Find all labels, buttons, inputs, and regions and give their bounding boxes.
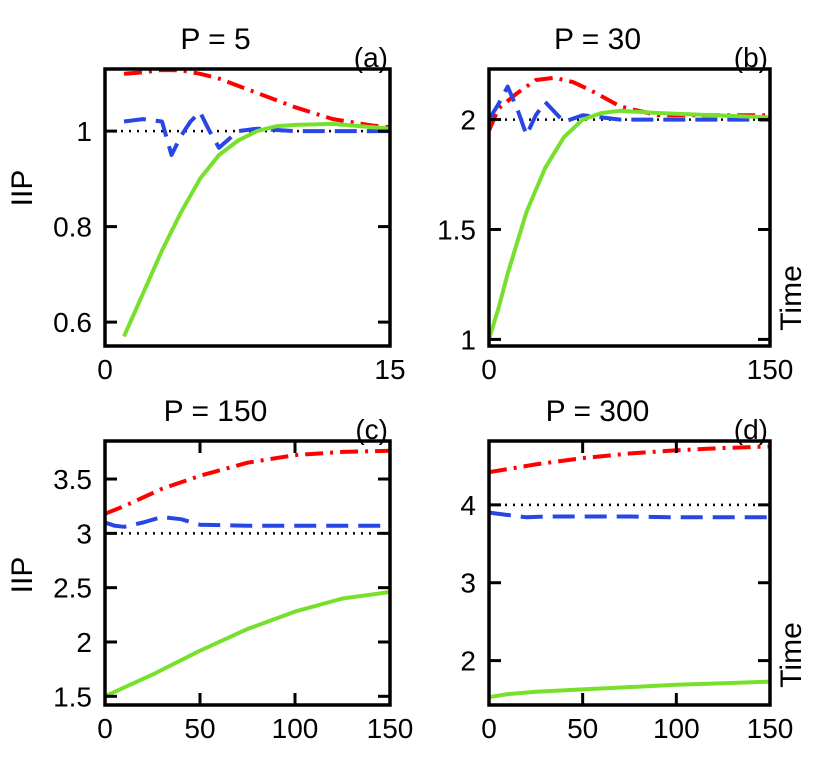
panel-title: P = 5 (180, 23, 250, 56)
panel-tag: (c) (355, 414, 388, 445)
axes-frame (103, 67, 392, 348)
panel-title: P = 150 (164, 395, 268, 428)
panels: 0 15 0.6 0.8 1 P = 5 (a) 0 150 1 1.5 2 P = 30 (b) 0 50 1… (53, 23, 793, 744)
y-tick-label: 2 (460, 646, 476, 677)
x-tick-label: 0 (97, 713, 113, 744)
x-tick-label: 150 (747, 354, 794, 385)
series-blue-dashed (105, 515, 390, 529)
panel-title: P = 300 (546, 395, 650, 428)
y-tick-label: 1 (460, 324, 476, 355)
y-tick-label: 1 (76, 116, 92, 147)
x-tick-label: 0 (481, 713, 497, 744)
series-blue-dashed (123, 110, 390, 157)
y-tick-label: 2.5 (53, 573, 92, 604)
panel-tag: (b) (734, 42, 768, 73)
panel-tag: (a) (354, 42, 388, 73)
ylabel-bottom: IIP (6, 557, 39, 594)
y-tick-label: 3 (76, 518, 92, 549)
x-tick-label: 100 (653, 713, 700, 744)
y-tick-label: 1.5 (53, 681, 92, 712)
axes-frame (487, 67, 772, 348)
x-tick-label: 0 (97, 354, 113, 385)
x-tick-label: 15 (374, 354, 405, 385)
series-green-solid (105, 590, 390, 699)
panel-a: 0 15 0.6 0.8 1 P = 5 (a) (53, 23, 406, 385)
x-tick-label: 50 (184, 713, 215, 744)
y-tick-label: 1.5 (437, 214, 476, 245)
y-tick-label: 3.5 (53, 464, 92, 495)
y-tick-label: 3 (460, 568, 476, 599)
axes-frame (103, 439, 392, 707)
x-tick-label: 100 (272, 713, 319, 744)
ylabel-top: IIP (6, 170, 39, 207)
y-tick-label: 2 (460, 105, 476, 136)
xlabel-top: Time (775, 265, 808, 331)
series-red-dashdot (489, 444, 770, 475)
xlabel-bottom: Time (775, 622, 808, 688)
series-blue-dashed (489, 510, 770, 520)
series-green-solid (122, 121, 390, 338)
series-red-dashdot (105, 448, 390, 516)
y-tick-label: 2 (76, 627, 92, 658)
series-green-solid (489, 108, 770, 340)
series-green-solid (489, 679, 770, 700)
x-tick-label: 0 (481, 354, 497, 385)
y-tick-label: 0.6 (53, 307, 92, 338)
x-tick-label: 150 (367, 713, 414, 744)
panel-b: 0 150 1 1.5 2 P = 30 (b) (437, 23, 793, 385)
x-tick-label: 150 (747, 713, 794, 744)
y-tick-label: 4 (460, 490, 476, 521)
panel-c: 0 50 100 150 1.5 2 2.5 3 3.5 P = 150 (c) (53, 395, 413, 744)
panel-d: 0 50 100 150 2 3 4 P = 300 (d) (460, 395, 793, 744)
series-blue-dashed (489, 84, 770, 137)
panel-tag: (d) (734, 414, 768, 445)
panel-title: P = 30 (554, 23, 641, 56)
series-red-dashdot (123, 69, 390, 130)
x-tick-label: 50 (567, 713, 598, 744)
y-tick-label: 0.8 (53, 212, 92, 243)
axes-frame (487, 439, 772, 707)
